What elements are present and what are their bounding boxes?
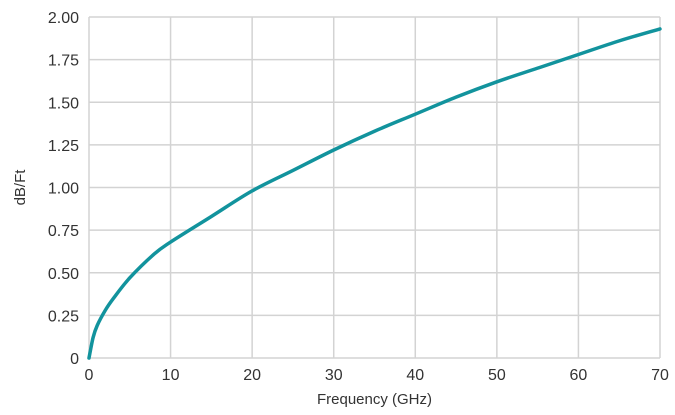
y-tick-label: 1.00	[48, 181, 79, 198]
x-tick-labels: 0 10 20 30 40 50 60 70	[85, 367, 669, 384]
x-axis-title: Frequency (GHz)	[317, 391, 432, 408]
y-tick-label: 0	[70, 351, 79, 368]
grid-layer	[88, 16, 661, 359]
x-tick-label: 20	[243, 367, 261, 384]
x-tick-label: 40	[406, 367, 424, 384]
x-tick-label: 60	[570, 367, 588, 384]
series-layer	[87, 27, 662, 360]
y-tick-label: 1.75	[48, 53, 79, 70]
x-tick-label: 10	[162, 367, 180, 384]
y-axis-title: dB/Ft	[12, 169, 29, 206]
x-tick-label: 30	[325, 367, 343, 384]
x-tick-label: 0	[85, 367, 94, 384]
x-tick-label: 70	[651, 367, 669, 384]
x-tick-label: 50	[488, 367, 506, 384]
y-tick-label: 2.00	[48, 10, 79, 27]
series-line	[87, 27, 662, 360]
y-tick-label: 0.25	[48, 308, 79, 325]
y-tick-label: 0.75	[48, 223, 79, 240]
y-tick-label: 1.25	[48, 138, 79, 155]
y-tick-label: 0.50	[48, 266, 79, 283]
y-tick-label: 1.50	[48, 95, 79, 112]
y-tick-labels: 0 0.25 0.50 0.75 1.00 1.25 1.50 1.75 2.00	[48, 10, 79, 368]
